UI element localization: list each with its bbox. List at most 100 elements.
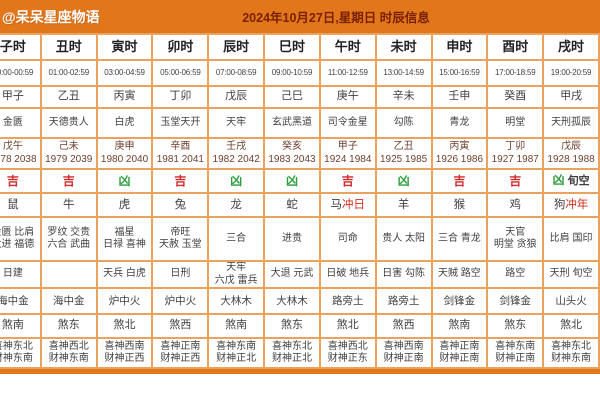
sha-cell: 煞东: [39, 313, 98, 339]
star-cell: 勾陈: [374, 107, 433, 139]
jishen-cell: 福星 日禄 喜神: [95, 216, 154, 262]
sha-cell: 煞东: [263, 313, 321, 339]
top-header-bar: @呆呆星座物语 2024年10月27日,星期日 时辰信息: [0, 0, 600, 33]
hour-cell: 辰时: [207, 33, 266, 61]
time-cell: 03:00-04:59: [95, 59, 154, 87]
luck-cell: 吉: [151, 168, 210, 194]
ming-cell: 癸亥 1983 2043: [263, 137, 321, 170]
jishen-cell: 帝旺 天赦 玉堂: [151, 216, 210, 262]
star-cell: 玄武黑道: [263, 107, 321, 139]
fangwei-cell: 喜神西北 财神东南: [39, 337, 98, 369]
star-cell: 明堂: [486, 107, 545, 139]
animal-cell: 狗冲年: [542, 192, 600, 218]
hour-cell: 申时: [430, 33, 489, 61]
ganzhi-cell: 乙丑: [39, 85, 98, 109]
luck-cell: 凶 旬空: [542, 168, 600, 194]
sha-cell: 煞南: [207, 313, 266, 339]
nayin-cell: 大林木: [207, 287, 266, 315]
animal-cell: 羊: [374, 192, 433, 218]
nayin-cell: 大林木: [263, 287, 321, 315]
sha-cell: 煞南: [0, 313, 42, 339]
almanac-table: 子时丑时寅时卯时辰时巳时午时未时申时酉时戌时00:00-00:5901:00-0…: [0, 33, 600, 369]
hour-cell: 卯时: [151, 33, 210, 61]
animal-cell: 虎: [95, 192, 154, 218]
time-cell: 05:00-06:59: [151, 59, 210, 87]
nayin-cell: 海中金: [0, 287, 42, 315]
jishen-cell: 进贵: [263, 216, 321, 262]
time-cell: 15:00-16:59: [430, 59, 489, 87]
page-title: 2024年10月27日,星期日 时辰信息: [242, 11, 430, 25]
hour-cell: 酉时: [486, 33, 545, 61]
almanac-table-body: 子时丑时寅时卯时辰时巳时午时未时申时酉时戌时00:00-00:5901:00-0…: [0, 33, 600, 369]
ming-cell: 丙寅 1926 1986: [430, 137, 489, 170]
time-cell: 11:00-12:59: [318, 59, 377, 87]
xiongshen-cell: 日建: [0, 260, 42, 289]
luck-row: 吉吉凶吉凶凶吉凶吉吉凶 旬空: [0, 168, 600, 194]
ming-cell: 戊辰 1928 1988: [542, 137, 600, 170]
nayin-cell: 海中金: [39, 287, 98, 315]
ming-cell: 庚申 1980 2040: [95, 137, 154, 170]
luck-cell: 凶: [263, 168, 321, 194]
jishen-cell: 司命: [318, 216, 377, 262]
xiongshen-cell: [39, 260, 98, 289]
luck-cell: 吉: [39, 168, 98, 194]
almanac-table-wrap: 子时丑时寅时卯时辰时巳时午时未时申时酉时戌时00:00-00:5901:00-0…: [0, 33, 600, 374]
fangwei-cell: 喜神西南 财神正南: [374, 337, 433, 369]
ganzhi-cell: 丙寅: [95, 85, 154, 109]
xiongshen-cell: 天牢 六戊 雷兵: [207, 260, 266, 289]
animal-cell: 蛇: [263, 192, 321, 218]
fangwei-cell: 喜神东南 财神正南: [486, 337, 545, 369]
xiongshen-cell: 天贼 路空: [430, 260, 489, 289]
xiongshen-cell: 日破 地兵: [318, 260, 377, 289]
hour-cell: 寅时: [95, 33, 154, 61]
nayin-cell: 山头火: [542, 287, 600, 315]
star-cell: 天牢: [207, 107, 266, 139]
star-cell: 白虎: [95, 107, 154, 139]
sha-cell: 煞西: [374, 313, 433, 339]
ganzhi-cell: 戊辰: [207, 85, 266, 109]
fangwei-cell: 喜神东北 财神正北: [263, 337, 321, 369]
jishen-cell: 金匮 比肩大进 福德: [0, 216, 42, 262]
fangwei-cell: 喜神东南 财神正北: [207, 337, 266, 369]
brand-watermark: @呆呆星座物语: [2, 8, 100, 25]
animal-cell: 牛: [39, 192, 98, 218]
ganzhi-cell: 己巳: [263, 85, 321, 109]
luck-cell: 吉: [486, 168, 545, 194]
luck-cell: 吉: [0, 168, 42, 194]
fangwei-cell: 喜神正南 财神正西: [151, 337, 210, 369]
ming-cell: 己未 1979 2039: [39, 137, 98, 170]
time-cell: 13:00-14:59: [374, 59, 433, 87]
ming-cell: 壬戌 1982 2042: [207, 137, 266, 170]
xiongshen-cell: 大退 元武: [263, 260, 321, 289]
hour-cell: 巳时: [263, 33, 321, 61]
nayin-cell: 剑锋金: [486, 287, 545, 315]
fangwei-cell: 喜神西南 财神正西: [95, 337, 154, 369]
star-cell: 青龙: [430, 107, 489, 139]
nayin-cell: 剑锋金: [430, 287, 489, 315]
nayin-cell: 路旁土: [318, 287, 377, 315]
xiongshen-cell: 日刑: [151, 260, 210, 289]
fangwei-cell: 喜神东北财神东南: [542, 337, 600, 369]
time-row: 00:00-00:5901:00-02:5903:00-04:5905:00-0…: [0, 59, 600, 87]
star-cell: 天刑孤辰: [542, 107, 600, 139]
xiongshen-row: 日建 天兵 白虎 日刑 天牢 六戊 雷兵 大退 元武 日破 地兵 日害 勾陈 天贼 路空 路空 天刑…: [0, 260, 600, 289]
hour-cell: 子时: [0, 33, 42, 61]
jishen-cell: 天官 明堂 贪狼: [486, 216, 545, 262]
time-cell: 17:00-18:59: [486, 59, 545, 87]
ming-cell: 乙丑 1925 1985: [374, 137, 433, 170]
fangwei-cell: 喜神西北 财神正东: [318, 337, 377, 369]
animal-cell: 鸡: [486, 192, 545, 218]
animal-cell: 兔: [151, 192, 210, 218]
xiongshen-cell: 日害 勾陈: [374, 260, 433, 289]
time-cell: 09:00-10:59: [263, 59, 321, 87]
ganzhi-cell: 丁卯: [151, 85, 210, 109]
star-cell: 天德贵人: [39, 107, 98, 139]
hour-cell: 午时: [318, 33, 377, 61]
jishen-cell: 比肩 国印: [542, 216, 600, 262]
nayin-row: 海中金 海中金 炉中火 炉中火 大林木 大林木 路旁土 路旁土 剑锋金 剑锋金 山头火: [0, 287, 600, 315]
ming-cell: 甲子 1924 1984: [318, 137, 377, 170]
animal-row: 鼠牛虎兔龙蛇马冲日羊猴鸡狗冲年: [0, 192, 600, 218]
animal-cell: 猴: [430, 192, 489, 218]
time-cell: 19:00-20:59: [542, 59, 600, 87]
